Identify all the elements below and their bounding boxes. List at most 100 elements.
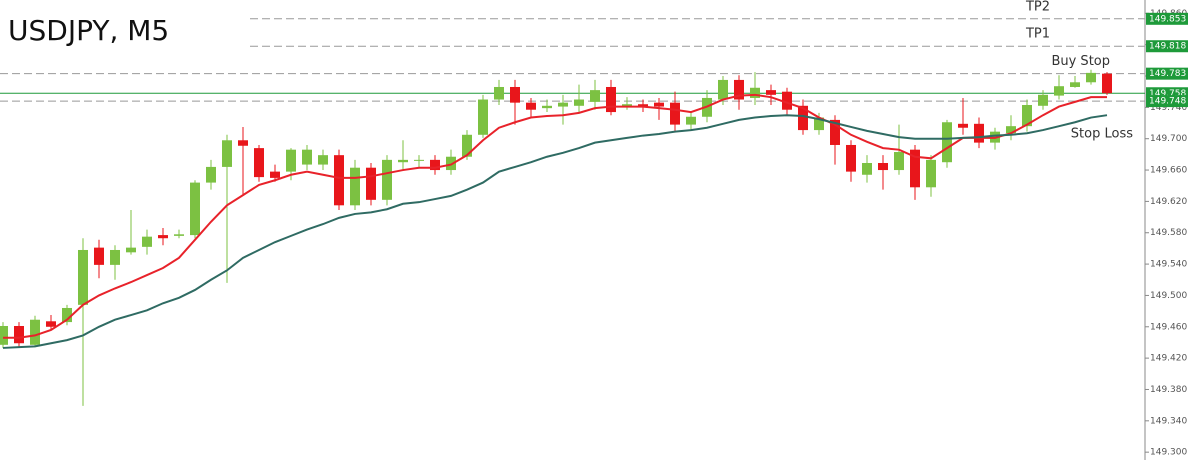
moving-average [3, 93, 1107, 339]
candle-body [1038, 94, 1048, 106]
candle-body [494, 86, 504, 100]
price-tag-label: 149.818 [1149, 42, 1186, 52]
candle-body [302, 149, 312, 165]
candle-body [510, 86, 520, 103]
candle-body [0, 325, 8, 345]
y-tick-label: 149.460 [1150, 322, 1187, 332]
candle-body [478, 99, 488, 135]
candle-body [686, 116, 696, 125]
y-tick-label: 149.660 [1150, 166, 1187, 176]
candle-body [1086, 72, 1096, 83]
candle-body [1102, 73, 1112, 94]
candle-body [654, 102, 664, 107]
price-tag-label: 149.748 [1149, 97, 1186, 107]
candle-body [622, 104, 632, 107]
candle-body [142, 236, 152, 247]
price-tag [1146, 67, 1188, 80]
price-tag-label: 149.783 [1149, 69, 1186, 79]
candle-body [78, 249, 88, 305]
candle-body [462, 134, 472, 157]
candle-body [894, 152, 904, 171]
chart-title: USDJPY, M5 [8, 14, 169, 47]
candle-body [350, 167, 360, 206]
candle-body [958, 123, 968, 128]
candle-body [670, 102, 680, 125]
candle-body [94, 247, 104, 265]
candle-body [334, 155, 344, 206]
candle-body [798, 105, 808, 131]
level-label: Buy Stop [1051, 54, 1110, 69]
candle-body [1006, 126, 1016, 134]
price-tag [1146, 95, 1188, 108]
candle-body [878, 162, 888, 171]
y-tick-label: 149.340 [1150, 416, 1187, 426]
candle-body [126, 247, 136, 253]
price-tag-label: 149.853 [1149, 14, 1186, 24]
y-tick-label: 149.420 [1150, 354, 1187, 364]
candle-body [1054, 86, 1064, 96]
candle-body [574, 99, 584, 106]
candle-body [606, 86, 616, 113]
level-label: TP2 [1025, 0, 1050, 14]
candle-body [1022, 105, 1032, 127]
candle-body [398, 159, 408, 163]
candle-body [430, 159, 440, 171]
y-tick-label: 149.620 [1150, 197, 1187, 207]
candle-body [14, 325, 24, 344]
candle-body [590, 90, 600, 102]
price-tag [1146, 12, 1188, 25]
candle-body [318, 155, 328, 165]
moving-average [2, 114, 1108, 349]
candle-body [286, 149, 296, 172]
candle-body [558, 102, 568, 107]
candle-body [30, 319, 40, 345]
y-tick-label: 149.700 [1150, 134, 1187, 144]
candle-body [814, 117, 824, 131]
candle-body [382, 159, 392, 200]
candle-body [46, 321, 56, 327]
candle-body [974, 123, 984, 143]
price-tag-label: 149.758 [1149, 89, 1186, 99]
level-label: TP1 [1025, 27, 1050, 42]
candle-body [750, 87, 760, 98]
candle-body [926, 159, 936, 188]
candle-body [862, 162, 872, 175]
candle-body [542, 105, 552, 109]
candle-body [942, 122, 952, 163]
candle-body [190, 182, 200, 236]
candle-body [206, 166, 216, 183]
candle-body [446, 156, 456, 171]
candle-body [254, 148, 264, 178]
candle-body [718, 79, 728, 100]
candle-body [174, 234, 184, 236]
candle-body [638, 104, 648, 107]
plot [0, 69, 1112, 406]
candle-body [414, 159, 424, 161]
y-tick-label: 149.300 [1150, 448, 1187, 458]
level-label: Stop Loss [1071, 127, 1133, 142]
y-tick-label: 149.540 [1150, 260, 1187, 270]
y-tick-label: 149.380 [1150, 385, 1187, 395]
candle-body [846, 144, 856, 172]
candle-body [222, 140, 232, 167]
candle-body [830, 119, 840, 145]
candle-body [910, 149, 920, 188]
candle-body [366, 167, 376, 200]
axis: 149.300 149.340 149.380 149.420 149.460 149.5… [1145, 9, 1188, 458]
candle-body [110, 249, 120, 265]
price-tag [1146, 40, 1188, 53]
candle-body [238, 140, 248, 146]
candle-body [526, 102, 536, 110]
candle-body [62, 307, 72, 323]
y-tick-label: 149.580 [1150, 228, 1187, 238]
y-tick-label: 149.740 [1150, 103, 1187, 113]
candle-body [766, 90, 776, 95]
candle-body [782, 91, 792, 110]
candle-body [1070, 82, 1080, 87]
candle-body [734, 79, 744, 100]
y-tick-label: 149.500 [1150, 291, 1187, 301]
candle-body [270, 171, 280, 178]
